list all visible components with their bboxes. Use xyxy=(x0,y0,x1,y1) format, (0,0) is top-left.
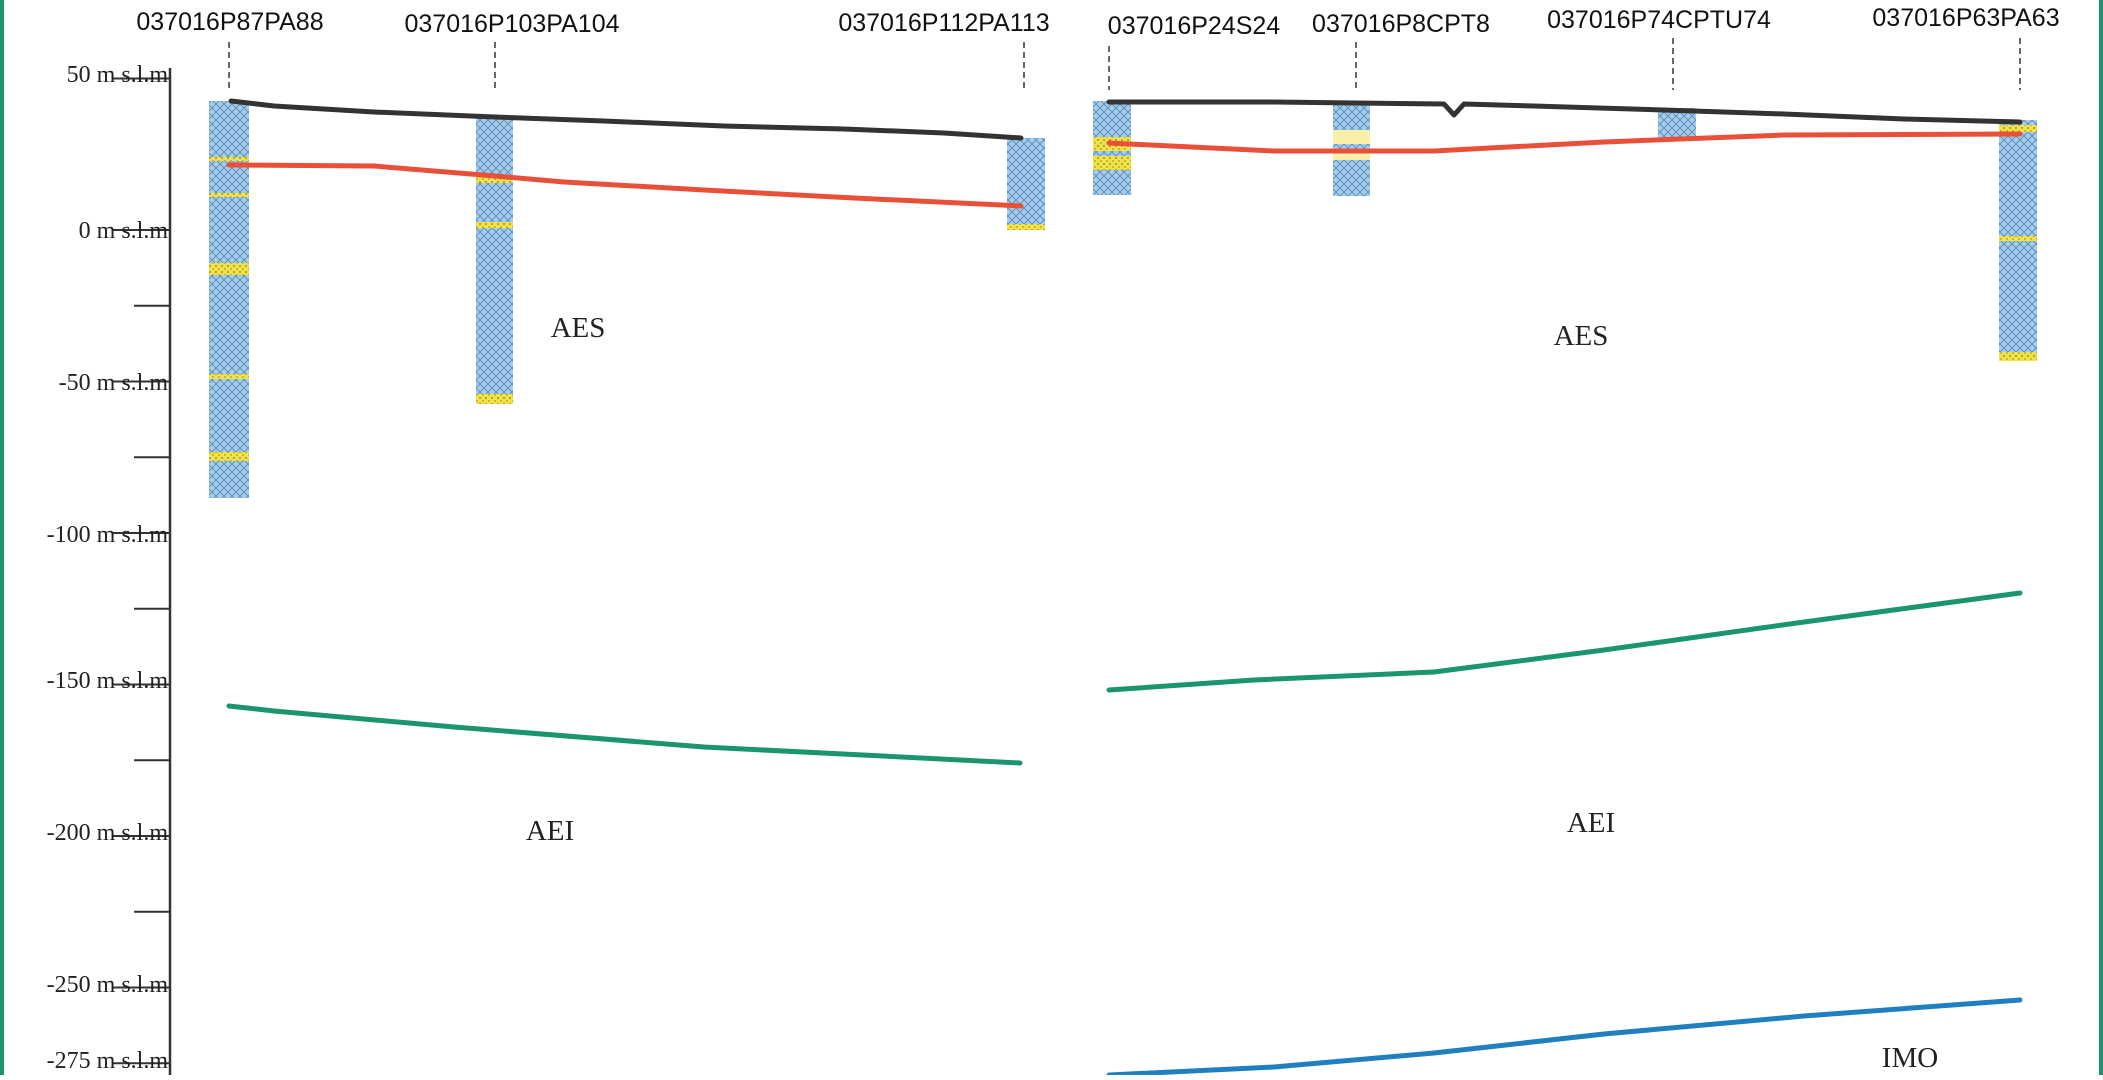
well-label-p87pa88: 037016P87PA88 xyxy=(136,8,323,36)
unit-label-aei-left: AEI xyxy=(526,815,574,847)
sand-layer xyxy=(1093,156,1131,170)
sand-layer xyxy=(1999,125,2037,132)
well-label-p24s24: 037016P24S24 xyxy=(1108,12,1280,40)
well-labels: 037016P87PA88 037016P103PA104 037016P112… xyxy=(136,4,2059,40)
unit-labels: AES AES AEI AEI IMO xyxy=(526,312,1938,1074)
sand-layer xyxy=(476,394,513,404)
green-horizon-right xyxy=(1106,590,2023,693)
depth-axis-labels: 50 m s.l.m 0 m s.l.m -50 m s.l.m -100 m … xyxy=(47,62,169,1074)
axis-tick-label-minus-100: -100 m s.l.m xyxy=(47,522,169,548)
sand-layer xyxy=(476,222,513,228)
axis-tick-label-minus-150: -150 m s.l.m xyxy=(47,668,169,694)
sand-layer xyxy=(1999,236,2037,241)
unit-label-aei-right: AEI xyxy=(1567,807,1615,839)
sand-layer xyxy=(1999,352,2037,361)
unit-label-aes-left: AES xyxy=(551,312,606,344)
sand-layer xyxy=(476,175,513,183)
sand-layer xyxy=(209,374,249,379)
axis-tick-label-50: 50 m s.l.m xyxy=(67,62,169,88)
well-label-p8cpt8: 037016P8CPT8 xyxy=(1312,10,1490,38)
red-horizon-right xyxy=(1106,131,2023,154)
sand-layer xyxy=(1333,130,1370,144)
axis-tick-label-minus-250: -250 m s.l.m xyxy=(47,972,169,998)
well-marker-lines xyxy=(228,38,2021,90)
ground-surface-left xyxy=(228,98,1024,141)
sand-layer xyxy=(209,452,249,461)
borehole-p112pa113 xyxy=(1007,138,1045,230)
well-label-p103pa104: 037016P103PA104 xyxy=(404,10,619,38)
blue-horizon-right xyxy=(1106,997,2023,1078)
ground-surface-right xyxy=(1106,99,2023,125)
unit-label-imo: IMO xyxy=(1882,1042,1938,1074)
depth-axis-ticks xyxy=(112,77,170,1065)
axis-tick-label-0: 0 m s.l.m xyxy=(79,218,169,244)
sand-layers xyxy=(209,125,2037,461)
sand-layer xyxy=(1333,150,1370,160)
sand-layer xyxy=(209,157,249,161)
geological-cross-section: 50 m s.l.m 0 m s.l.m -50 m s.l.m -100 m … xyxy=(47,4,2060,1078)
unit-label-aes-right: AES xyxy=(1554,320,1609,352)
sand-layer xyxy=(209,193,249,197)
sand-layer xyxy=(209,263,249,275)
well-label-p63pa63: 037016P63PA63 xyxy=(1872,4,2059,32)
well-label-p74cptu74: 037016P74CPTU74 xyxy=(1547,6,1771,34)
green-horizon-left xyxy=(226,703,1023,766)
red-horizon-left xyxy=(226,162,1024,209)
axis-tick-label-minus-50: -50 m s.l.m xyxy=(59,370,169,396)
well-label-p112pa113: 037016P112PA113 xyxy=(838,9,1049,37)
axis-tick-label-minus-275: -275 m s.l.m xyxy=(47,1048,169,1074)
horizons xyxy=(226,98,2023,1078)
borehole-p103pa104 xyxy=(476,117,513,404)
axis-tick-label-minus-200: -200 m s.l.m xyxy=(47,820,169,846)
sand-layer xyxy=(1007,224,1045,230)
